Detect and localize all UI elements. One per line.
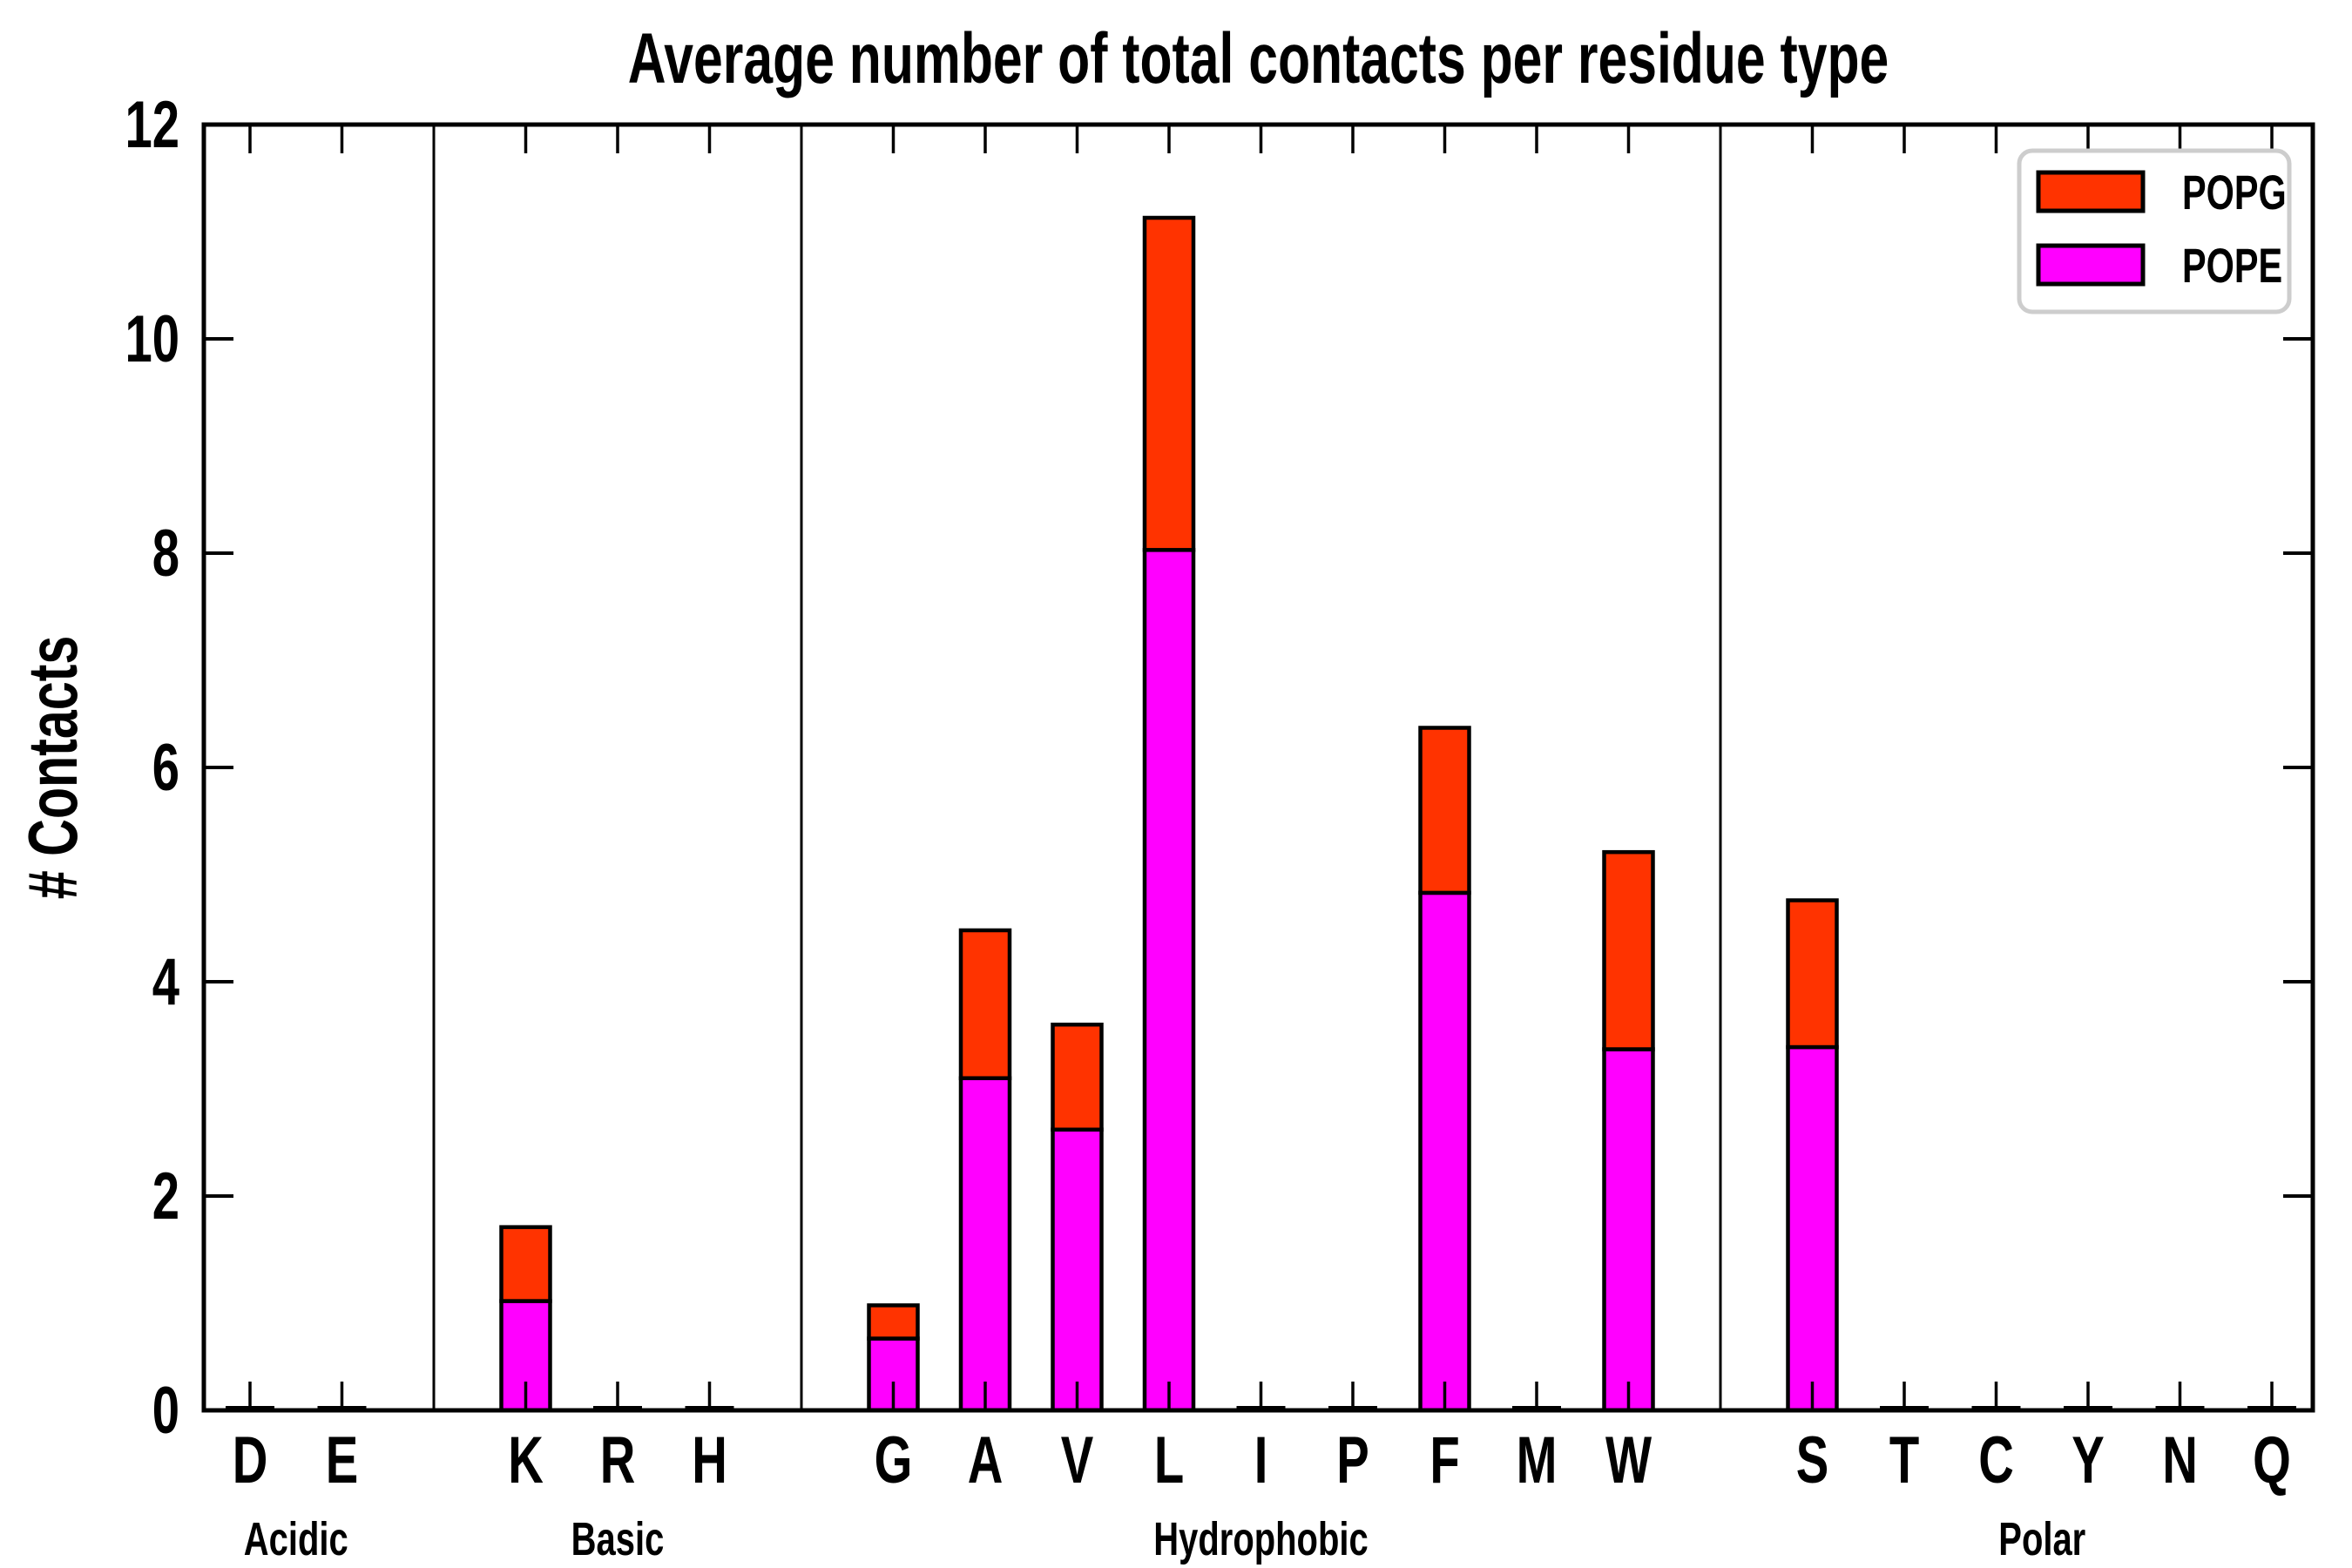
chart-title: Average number of total contacts per res…	[628, 19, 1889, 98]
x-tick-label-K-wrap: K	[508, 1423, 544, 1497]
y-tick-label-2-wrap: 2	[152, 1159, 179, 1233]
bar-A-pope	[958, 1076, 1012, 1413]
x-tick-label-W: W	[1605, 1423, 1652, 1497]
legend-label-popg: POPG	[2182, 166, 2287, 220]
x-tick-label-Q: Q	[2253, 1423, 2291, 1497]
x-tick-label-V: V	[1061, 1423, 1094, 1497]
y-tick-label-4-wrap: 4	[152, 945, 179, 1019]
x-tick-label-L-wrap: L	[1154, 1423, 1184, 1497]
group-label-acidic-wrap: Acidic	[244, 1513, 348, 1565]
y-tick-label-4: 4	[152, 945, 179, 1019]
group-label-polar-wrap: Polar	[1998, 1513, 2085, 1565]
x-tick-label-C: C	[1978, 1423, 2014, 1497]
x-tick-label-D: D	[233, 1423, 268, 1497]
x-tick-label-L: L	[1154, 1423, 1184, 1497]
bar-S-pope	[1786, 1044, 1839, 1413]
y-tick-label-0-wrap: 0	[152, 1374, 179, 1448]
bar-F-pope	[1418, 890, 1471, 1413]
x-tick-label-G: G	[875, 1423, 913, 1497]
legend-swatch-pope	[2036, 243, 2146, 287]
y-tick-label-0: 0	[152, 1374, 179, 1448]
x-tick-label-K: K	[508, 1423, 544, 1497]
plot-frame	[201, 122, 2315, 1413]
bar-G-popg	[867, 1303, 920, 1341]
bar-V-popg	[1051, 1022, 1104, 1132]
x-tick-label-V-wrap: V	[1061, 1423, 1094, 1497]
y-tick-label-12-wrap: 12	[125, 88, 179, 162]
group-label-acidic: Acidic	[244, 1513, 348, 1565]
x-tick-label-P-wrap: P	[1336, 1423, 1369, 1497]
bar-K-popg	[499, 1225, 552, 1303]
y-tick-label-10: 10	[125, 302, 179, 376]
y-tick-label-12: 12	[125, 88, 179, 162]
x-tick-label-S: S	[1796, 1423, 1829, 1497]
x-tick-label-S-wrap: S	[1796, 1423, 1829, 1497]
bar-S-popg	[1786, 898, 1839, 1050]
group-label-basic: Basic	[571, 1513, 665, 1565]
y-tick-label-2: 2	[152, 1159, 179, 1233]
x-tick-label-M: M	[1517, 1423, 1558, 1497]
legend-swatch-popg	[2036, 170, 2146, 213]
y-tick-label-8: 8	[152, 517, 179, 591]
x-tick-label-M-wrap: M	[1517, 1423, 1558, 1497]
x-tick-label-P: P	[1336, 1423, 1369, 1497]
x-tick-label-Q-wrap: Q	[2253, 1423, 2291, 1497]
y-tick-label-8-wrap: 8	[152, 517, 179, 591]
group-label-basic-wrap: Basic	[571, 1513, 665, 1565]
x-tick-label-G-wrap: G	[875, 1423, 913, 1497]
x-tick-label-F-wrap: F	[1429, 1423, 1459, 1497]
bar-W-popg	[1602, 849, 1655, 1051]
bar-F-popg	[1418, 726, 1471, 896]
x-tick-label-H: H	[692, 1423, 727, 1497]
x-tick-label-N-wrap: N	[2162, 1423, 2198, 1497]
y-axis-label-wrap: # Contacts	[13, 636, 91, 900]
legend-label-popg-wrap: POPG	[2182, 166, 2287, 220]
y-tick-label-6-wrap: 6	[152, 731, 179, 805]
legend-label-pope-wrap: POPE	[2182, 239, 2282, 294]
x-tick-label-N: N	[2162, 1423, 2198, 1497]
x-tick-label-Y-wrap: Y	[2072, 1423, 2105, 1497]
plot-area	[204, 125, 2313, 1410]
x-tick-label-Y: Y	[2072, 1423, 2105, 1497]
x-tick-label-I: I	[1254, 1423, 1268, 1497]
x-tick-label-F: F	[1429, 1423, 1459, 1497]
x-tick-label-E: E	[326, 1423, 359, 1497]
x-tick-label-T-wrap: T	[1889, 1423, 1919, 1497]
x-tick-label-H-wrap: H	[692, 1423, 727, 1497]
x-tick-label-I-wrap: I	[1254, 1423, 1268, 1497]
group-label-polar: Polar	[1998, 1513, 2085, 1565]
group-label-hydrophobic: Hydrophobic	[1153, 1513, 1368, 1565]
y-axis-label-wrap: # Contacts	[13, 636, 91, 900]
bar-L-popg	[1142, 215, 1196, 552]
x-tick-label-A-wrap: A	[968, 1423, 1004, 1497]
legend: POPG POPE	[2017, 148, 2292, 314]
x-tick-label-C-wrap: C	[1978, 1423, 2014, 1497]
bar-A-popg	[958, 928, 1012, 1080]
x-tick-label-A: A	[968, 1423, 1004, 1497]
x-tick-label-T: T	[1889, 1423, 1919, 1497]
x-tick-label-E-wrap: E	[326, 1423, 359, 1497]
y-tick-label-10-wrap: 10	[125, 302, 179, 376]
group-label-hydrophobic-wrap: Hydrophobic	[1153, 1513, 1368, 1565]
y-axis-label: # Contacts	[13, 636, 91, 900]
chart-title-wrap: Average number of total contacts per res…	[628, 19, 1889, 98]
y-tick-label-6: 6	[152, 731, 179, 805]
x-tick-label-R: R	[600, 1423, 636, 1497]
legend-label-pope: POPE	[2182, 239, 2282, 294]
bar-V-pope	[1051, 1127, 1104, 1413]
bar-W-pope	[1602, 1047, 1655, 1413]
bar-L-pope	[1142, 548, 1196, 1413]
x-tick-label-R-wrap: R	[600, 1423, 636, 1497]
x-tick-label-D-wrap: D	[233, 1423, 268, 1497]
x-tick-label-W-wrap: W	[1605, 1423, 1652, 1497]
